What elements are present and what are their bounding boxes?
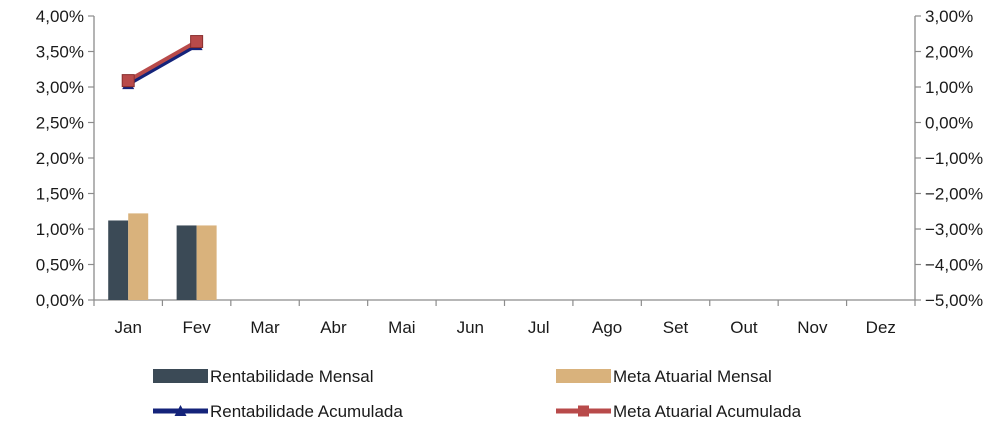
x-tick-label: Jan [114,318,141,337]
point-marker [121,74,135,88]
y-left-tick-label: 1,00% [36,220,84,239]
legend-item: Meta Atuarial Acumulada [556,402,802,421]
y-left-tick-label: 4,00% [36,7,84,26]
y-left-tick-label: 2,00% [36,149,84,168]
series-line [127,43,198,86]
y-right-tick-label: −1,00% [925,149,983,168]
x-tick-label: Ago [592,318,622,337]
x-tick-label: Jul [528,318,550,337]
legend-label: Rentabilidade Acumulada [210,402,403,421]
legend-item: Rentabilidade Mensal [153,367,374,386]
x-tick-label: Dez [866,318,896,337]
y-right-tick-label: −3,00% [925,220,983,239]
y-left-tick-label: 0,50% [36,256,84,275]
legend-swatch [556,369,611,383]
y-left-tick-label: 1,50% [36,185,84,204]
legend-swatch [153,369,208,383]
legend-label: Meta Atuarial Mensal [613,367,772,386]
legend-label: Rentabilidade Mensal [210,367,374,386]
y-left-tick-label: 3,00% [36,78,84,97]
point-marker [190,35,204,49]
y-right-tick-label: −4,00% [925,256,983,275]
bar [176,225,197,300]
legend-item: Rentabilidade Acumulada [153,402,403,421]
x-tick-label: Out [730,318,758,337]
legend-marker [174,405,187,416]
y-right-tick-label: 1,00% [925,78,973,97]
y-right-tick-label: 0,00% [925,114,973,133]
y-right-tick-label: 2,00% [925,43,973,62]
legend: Rentabilidade Mensal Meta Atuarial Mensal… [153,367,802,421]
y-left-tick-label: 2,50% [36,114,84,133]
y-right-tick-label: 3,00% [925,7,973,26]
chart-axes: 0,00% 0,50% 1,00% 1,50% 2,00% 2,50% 3,00% 3,50%… [36,7,983,337]
bar [108,220,129,300]
y-right-tick-label: −5,00% [925,291,983,310]
legend-label: Meta Atuarial Acumulada [613,402,802,421]
y-left-tick-label: 3,50% [36,43,84,62]
y-right-tick-label: −2,00% [925,185,983,204]
x-tick-label: Mai [388,318,415,337]
legend-item: Meta Atuarial Mensal [556,367,772,386]
series-line [127,39,198,83]
x-tick-label: Jun [457,318,484,337]
legend-marker [578,405,589,417]
bar-series-group [108,213,217,300]
x-tick-label: Set [663,318,689,337]
line-series-group [121,35,204,90]
bar [196,225,217,300]
y-left-tick-label: 0,00% [36,291,84,310]
x-tick-label: Nov [797,318,828,337]
bar [128,213,149,300]
x-tick-label: Mar [250,318,280,337]
x-tick-label: Fev [182,318,211,337]
x-tick-label: Abr [320,318,347,337]
